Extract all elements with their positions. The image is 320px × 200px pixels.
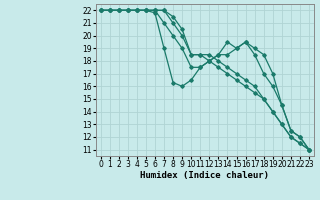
X-axis label: Humidex (Indice chaleur): Humidex (Indice chaleur)	[140, 171, 269, 180]
